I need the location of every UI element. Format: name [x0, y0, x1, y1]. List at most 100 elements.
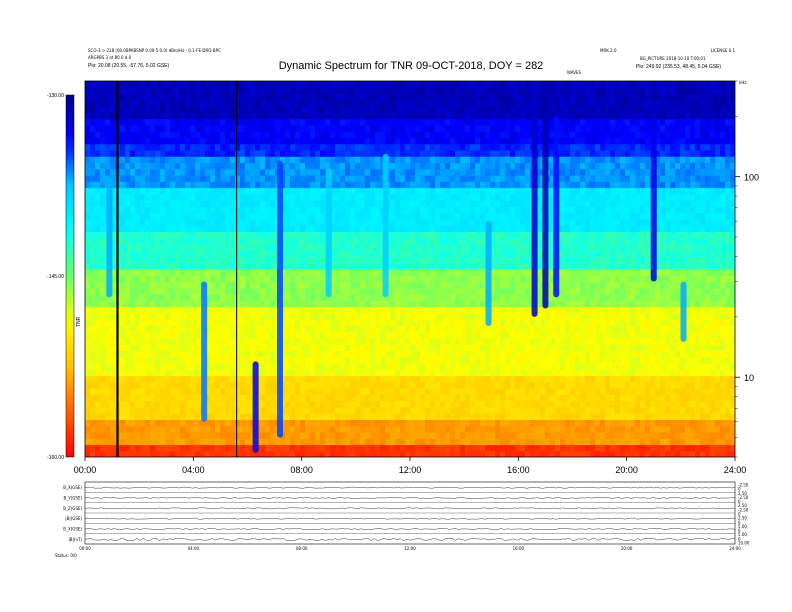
spectrogram-cell: [480, 419, 486, 427]
spectrogram-cell: [420, 225, 426, 232]
spectrogram-cell: [335, 381, 341, 389]
spectrogram-cell: [625, 419, 631, 427]
spectrogram-cell: [380, 356, 386, 364]
spectrogram-cell: [655, 369, 661, 377]
spectrogram-cell: [130, 281, 136, 289]
spectrogram-cell: [110, 413, 116, 420]
spectrogram-cell: [545, 425, 551, 433]
spectrogram-cell: [700, 294, 706, 301]
spectrogram-cell: [665, 331, 671, 339]
spectrogram-cell: [135, 444, 141, 452]
spectrogram-cell: [615, 381, 621, 389]
spectrogram-cell: [460, 281, 466, 289]
spectrogram-cell: [335, 356, 341, 364]
spectrogram-cell: [155, 237, 161, 245]
spectrogram-cell: [590, 281, 596, 289]
spectrogram-cell: [130, 262, 136, 270]
spectrogram-cell: [235, 381, 241, 389]
spectrogram-cell: [405, 306, 411, 314]
spectrogram-cell: [480, 294, 486, 301]
spectrogram-cell: [685, 337, 691, 345]
spectrogram-cell: [640, 306, 646, 314]
spectrogram-cell: [320, 300, 326, 308]
spectrogram-cell: [595, 406, 601, 414]
spectrogram-cell: [695, 394, 701, 402]
spectrogram-cell: [250, 218, 256, 226]
spectrogram-cell: [570, 413, 576, 420]
spectrogram-cell: [110, 218, 116, 226]
spectrogram-cell: [250, 325, 256, 333]
spectrogram-cell: [570, 388, 576, 395]
spectrogram-cell: [195, 406, 201, 414]
spectrogram-cell: [430, 306, 436, 314]
spectrogram-cell: [505, 262, 511, 270]
spectrogram-cell: [200, 225, 206, 232]
spectrogram-cell: [330, 287, 336, 295]
spectrogram-cell: [130, 413, 136, 420]
spectrogram-cell: [390, 369, 396, 377]
spectrogram-cell: [565, 250, 571, 258]
spectrogram-cell: [370, 400, 376, 408]
spectrogram-cell: [120, 306, 126, 314]
spectrogram-cell: [520, 375, 526, 383]
spectrogram-cell: [430, 269, 436, 276]
spectrogram-cell: [605, 287, 611, 295]
spectrogram-cell: [480, 256, 486, 264]
spectrogram-cell: [310, 294, 316, 301]
spectrogram-cell: [305, 225, 311, 232]
spectrogram-cell: [230, 419, 236, 427]
spectrogram-cell: [105, 394, 111, 402]
spectrogram-cell: [270, 281, 276, 289]
spectrogram-cell: [125, 294, 131, 301]
spectrogram-cell: [620, 218, 626, 226]
spectrogram-cell: [160, 269, 166, 276]
spectrogram-cell: [455, 237, 461, 245]
spectrogram-cell: [445, 450, 451, 457]
spectrogram-cell: [375, 231, 381, 239]
spectrogram-cell: [125, 369, 131, 377]
spectrogram-cell: [480, 444, 486, 452]
spectrogram-cell: [660, 218, 666, 226]
spectrogram-cell: [475, 275, 481, 283]
spectrogram-cell: [680, 269, 686, 276]
spectrogram-cell: [150, 381, 156, 389]
spectrogram-cell: [630, 431, 636, 439]
spectrogram-cell: [630, 250, 636, 258]
spectrogram-cell: [170, 356, 176, 364]
spectrogram-cell: [585, 281, 591, 289]
spectrogram-cell: [200, 444, 206, 452]
spectrogram-cell: [550, 281, 556, 289]
spectrogram-cell: [695, 243, 701, 251]
spectrogram-cell: [640, 287, 646, 295]
spectrogram-cell: [515, 400, 521, 408]
spectrogram-cell: [165, 262, 171, 270]
spectrogram-cell: [90, 287, 96, 295]
spectrogram-cell: [305, 300, 311, 308]
spectrogram-cell: [250, 306, 256, 314]
spectrogram-cell: [110, 269, 116, 276]
spectrogram-cell: [560, 269, 566, 276]
spectrogram-cell: [620, 394, 626, 402]
spectrogram-cell: [690, 287, 696, 295]
spectrogram-cell: [370, 218, 376, 226]
spectrogram-cell: [550, 294, 556, 301]
spectrogram-cell: [415, 262, 421, 270]
spectrogram-cell: [440, 275, 446, 283]
spectrogram-cell: [350, 438, 356, 446]
spectrogram-cell: [215, 356, 221, 364]
spectrogram-cell: [265, 369, 271, 377]
spectrogram-cell: [490, 431, 496, 439]
spectrogram-cell: [570, 319, 576, 326]
spectrogram-cell: [320, 356, 326, 364]
spectrogram-cell: [230, 438, 236, 446]
spectrogram-cell: [260, 269, 266, 276]
spectrogram-cell: [185, 237, 191, 245]
spectrogram-cell: [90, 312, 96, 320]
spectrogram-cell: [145, 450, 151, 457]
spectrogram-cell: [140, 212, 146, 220]
spectrogram-cell: [450, 356, 456, 364]
spectrogram-cell: [525, 438, 531, 446]
spectrogram-cell: [300, 337, 306, 345]
spectrogram-cell: [510, 369, 516, 377]
spectrogram-cell: [120, 388, 126, 395]
